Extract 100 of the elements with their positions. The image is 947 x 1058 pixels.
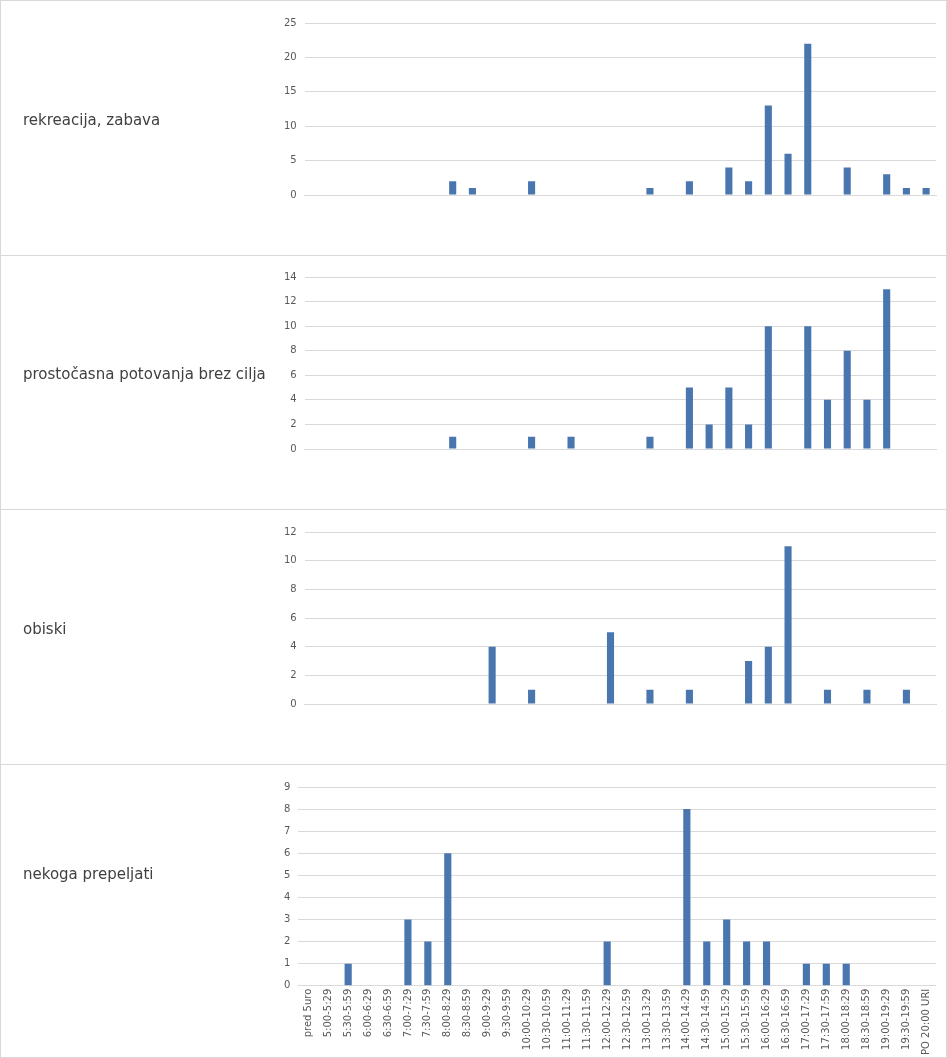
- bar: [444, 853, 452, 986]
- bar: [603, 941, 611, 986]
- bar: [646, 436, 654, 449]
- bar: [784, 153, 792, 195]
- bar: [842, 963, 850, 986]
- x-tick-label: 7:30-7:59: [421, 988, 433, 1038]
- y-tick-label: 15: [283, 85, 297, 97]
- y-tick-label: 25: [283, 16, 297, 28]
- x-tick-label: pred 5uro: [301, 988, 313, 1038]
- bar: [804, 326, 812, 449]
- bar: [843, 350, 851, 449]
- x-tick-label: 12:00-12:29: [600, 988, 612, 1050]
- bar: [784, 546, 792, 704]
- bar: [764, 105, 772, 195]
- x-tick-label: 17:00-17:29: [799, 988, 811, 1050]
- x-tick-label: 6:00-6:29: [361, 988, 373, 1038]
- bar: [764, 326, 772, 449]
- bar: [745, 424, 753, 449]
- x-tick-label: 14:00-14:29: [680, 988, 692, 1050]
- y-tick-label: 20: [283, 50, 297, 62]
- y-axis-title: nekoga prepeljati: [23, 865, 155, 883]
- bar: [863, 399, 871, 449]
- y-tick-label: 0: [290, 188, 297, 200]
- y-tick-label: 10: [283, 319, 297, 331]
- y-tick-label: 4: [283, 890, 291, 902]
- x-tick-label: 16:00-16:29: [760, 988, 772, 1050]
- y-tick-label: 7: [283, 824, 291, 836]
- x-tick-label: 13:00-13:29: [640, 988, 652, 1050]
- y-tick-label: 3: [283, 913, 291, 925]
- y-tick-label: 2: [283, 935, 291, 947]
- y-axis-title: prostočasna potovanja brez cilja: [23, 365, 267, 383]
- bar: [822, 963, 830, 986]
- x-tick-label: 17:30-17:59: [819, 988, 831, 1050]
- bar: [902, 188, 910, 195]
- bar: [685, 689, 693, 704]
- y-tick-label: 12: [283, 525, 297, 537]
- y-tick-label: 5: [290, 154, 297, 166]
- x-tick-label: 8:00-8:29: [441, 988, 453, 1038]
- x-tick-label: 13:30-13:59: [660, 988, 672, 1050]
- x-tick-label: 7:00-7:29: [401, 988, 413, 1038]
- y-tick-label: 8: [283, 802, 291, 814]
- bar: [683, 809, 691, 986]
- y-tick-label: 2: [290, 668, 297, 680]
- bar: [883, 174, 891, 195]
- bar: [922, 188, 930, 195]
- bar: [804, 43, 812, 195]
- y-tick-label: 10: [283, 554, 297, 566]
- bar: [703, 941, 711, 986]
- x-tick-label: 19:00-19:29: [879, 988, 891, 1050]
- bar: [528, 181, 536, 195]
- x-tick-label: 19:30-19:59: [899, 988, 911, 1050]
- bar: [685, 181, 693, 195]
- bar: [567, 436, 575, 449]
- bar: [404, 919, 412, 986]
- bar: [528, 436, 536, 449]
- bar: [843, 167, 851, 195]
- bar: [883, 289, 891, 449]
- bar: [685, 387, 693, 449]
- x-tick-label: 14:30-14:59: [700, 988, 712, 1050]
- y-axis-title: obiski: [23, 620, 68, 638]
- y-tick-label: 0: [290, 697, 297, 709]
- bar: [468, 188, 476, 195]
- y-tick-label: 8: [290, 582, 297, 594]
- bar: [646, 188, 654, 195]
- x-tick-label: 18:30-18:59: [859, 988, 871, 1050]
- x-tick-label: PO 20:00 URI: [919, 988, 931, 1055]
- y-tick-label: 14: [283, 270, 297, 282]
- y-tick-label: 4: [290, 393, 297, 405]
- bar: [745, 661, 753, 704]
- y-tick-label: 6: [290, 611, 297, 623]
- y-tick-label: 0: [290, 442, 297, 454]
- y-tick-label: 8: [290, 344, 297, 356]
- x-tick-label: 9:30-9:59: [501, 988, 513, 1038]
- bar: [488, 646, 496, 704]
- bar: [802, 963, 810, 986]
- x-tick-label: 5:00-5:29: [321, 988, 333, 1038]
- x-tick-label: 15:30-15:59: [740, 988, 752, 1050]
- y-tick-label: 9: [283, 780, 291, 792]
- y-tick-label: 1: [283, 957, 291, 969]
- x-tick-label: 11:00-11:29: [560, 988, 572, 1050]
- bar: [606, 632, 615, 704]
- x-tick-label: 10:00-10:29: [521, 988, 533, 1050]
- bar: [725, 167, 733, 195]
- bar: [449, 181, 457, 195]
- x-tick-label: 10:30-10:59: [540, 988, 552, 1050]
- bar: [902, 689, 910, 704]
- bar: [745, 181, 753, 195]
- bar: [528, 689, 536, 704]
- bar: [863, 689, 871, 704]
- y-tick-label: 4: [290, 640, 297, 652]
- x-tick-label: 8:30-8:59: [461, 988, 473, 1038]
- bar: [449, 436, 457, 449]
- x-tick-label: 15:00-15:29: [720, 988, 732, 1050]
- bar: [424, 941, 432, 986]
- y-tick-label: 6: [283, 846, 291, 858]
- bar: [344, 963, 352, 986]
- y-tick-label: 2: [290, 418, 297, 430]
- x-tick-label: 9:00-9:29: [481, 988, 493, 1038]
- x-tick-label: 5:30-5:59: [341, 988, 353, 1038]
- bar: [762, 941, 771, 986]
